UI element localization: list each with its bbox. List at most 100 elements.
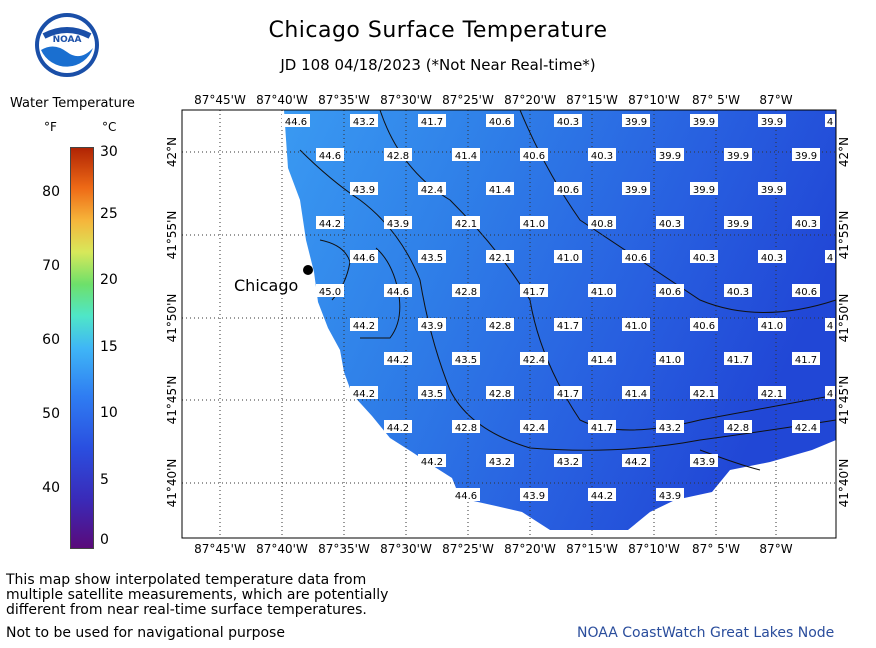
temp-label: 41.4 (489, 185, 511, 196)
lat-label-right: 41°40'N (837, 459, 851, 508)
lat-label-right: 41°55'N (837, 211, 851, 260)
temp-label: 41.7 (591, 423, 613, 434)
lon-label-bottom: 87°10'W (628, 542, 680, 556)
temp-label: 41.0 (659, 355, 681, 366)
temp-label-bg (554, 454, 582, 467)
temp-label-bg (486, 182, 514, 195)
credit-link[interactable]: NOAA CoastWatch Great Lakes Node (577, 625, 835, 641)
temp-label-bg (622, 114, 650, 127)
c-tick: 5 (100, 472, 109, 488)
temp-label: 39.9 (625, 185, 647, 196)
temp-label: 43.9 (523, 491, 545, 502)
temp-label-bg (792, 148, 820, 161)
temp-label-bg (452, 216, 480, 229)
temp-label-bg (452, 488, 480, 501)
temp-label: 41.7 (557, 389, 579, 400)
temp-label: 42.4 (523, 355, 545, 366)
temp-label-bg (825, 114, 835, 127)
f-tick: 70 (42, 258, 60, 274)
temp-label: 44.6 (353, 253, 375, 264)
lon-label-top: 87°40'W (256, 93, 308, 107)
temp-label: 39.9 (727, 151, 749, 162)
temp-label: 42.1 (455, 219, 477, 230)
temp-label-bg (350, 318, 378, 331)
temp-label: 44.2 (353, 389, 375, 400)
temp-label: 41.4 (591, 355, 613, 366)
temp-label: 44.6 (387, 287, 409, 298)
temp-label-bg (588, 216, 616, 229)
temp-label-bg (486, 318, 514, 331)
temp-label: 44.6 (319, 151, 341, 162)
temp-label-bg (622, 318, 650, 331)
temp-label-bg (350, 250, 378, 263)
temp-label-bg (656, 488, 684, 501)
footer-note: This map show interpolated temperature d… (6, 572, 389, 618)
temp-label-bg (452, 420, 480, 433)
temp-label-bg (758, 386, 786, 399)
lon-label-bottom: 87° 5'W (692, 542, 740, 556)
temp-label: 41.0 (557, 253, 579, 264)
lat-label-right: 41°45'N (837, 376, 851, 425)
lat-label-right: 42°N (837, 137, 851, 167)
lon-label-top: 87°30'W (380, 93, 432, 107)
temp-label-bg (622, 386, 650, 399)
temp-label: 43.9 (659, 491, 681, 502)
temp-label: 40.6 (659, 287, 681, 298)
temp-label-bg (350, 386, 378, 399)
c-tick: 10 (100, 405, 118, 421)
temp-label: 41.7 (557, 321, 579, 332)
temp-label: 44.2 (591, 491, 613, 502)
temp-label-bg (690, 250, 718, 263)
temp-label: 41.7 (421, 117, 443, 128)
temp-label-bg (452, 284, 480, 297)
temp-label: 40.3 (795, 219, 817, 230)
lon-label-top: 87°35'W (318, 93, 370, 107)
c-tick: 25 (100, 206, 118, 222)
temp-label: 40.3 (761, 253, 783, 264)
temp-label: 43.9 (693, 457, 715, 468)
temp-label-bg (656, 284, 684, 297)
noaa-logo: NOAA (35, 13, 99, 77)
temp-label-bg (554, 182, 582, 195)
temp-label-bg (588, 284, 616, 297)
temp-label-bg (350, 182, 378, 195)
temp-label: 43.5 (421, 389, 443, 400)
temp-label-bg (418, 114, 446, 127)
temp-label-bg (350, 114, 378, 127)
temp-label: 41.0 (523, 219, 545, 230)
c-tick: 0 (100, 532, 109, 548)
temp-label: 4 (827, 117, 833, 128)
legend-title: Water Temperature (10, 96, 135, 111)
temp-label: 42.8 (489, 389, 511, 400)
temp-label: 43.5 (421, 253, 443, 264)
unit-celsius: °C (102, 120, 117, 134)
temp-label: 43.9 (387, 219, 409, 230)
temp-label: 39.9 (625, 117, 647, 128)
temp-label-bg (792, 352, 820, 365)
temp-label-bg (825, 386, 835, 399)
temp-label: 40.6 (693, 321, 715, 332)
chicago-marker[interactable] (303, 265, 313, 275)
temp-label-bg (622, 250, 650, 263)
temp-label: 42.8 (489, 321, 511, 332)
temp-label: 39.9 (795, 151, 817, 162)
temp-label: 39.9 (761, 117, 783, 128)
temperature-labels: 44.6 43.2 41.7 40.6 40.3 39.9 39.9 39.9 4 44.6 42.… (282, 114, 835, 502)
temp-label-bg (282, 114, 310, 127)
map-frame (181, 109, 837, 539)
temp-label: 42.1 (489, 253, 511, 264)
lon-label-top: 87° 5'W (692, 93, 740, 107)
temp-label-bg (758, 250, 786, 263)
temp-label-bg (656, 148, 684, 161)
temp-label: 43.2 (659, 423, 681, 434)
lon-label-bottom: 87°35'W (318, 542, 370, 556)
temp-label: 42.4 (523, 423, 545, 434)
temp-label: 42.4 (421, 185, 443, 196)
temp-label: 41.7 (523, 287, 545, 298)
temp-label-bg (452, 352, 480, 365)
lon-label-top: 87°45'W (194, 93, 246, 107)
temp-label-bg (418, 386, 446, 399)
temp-label: 44.6 (455, 491, 477, 502)
temp-label: 41.4 (625, 389, 647, 400)
